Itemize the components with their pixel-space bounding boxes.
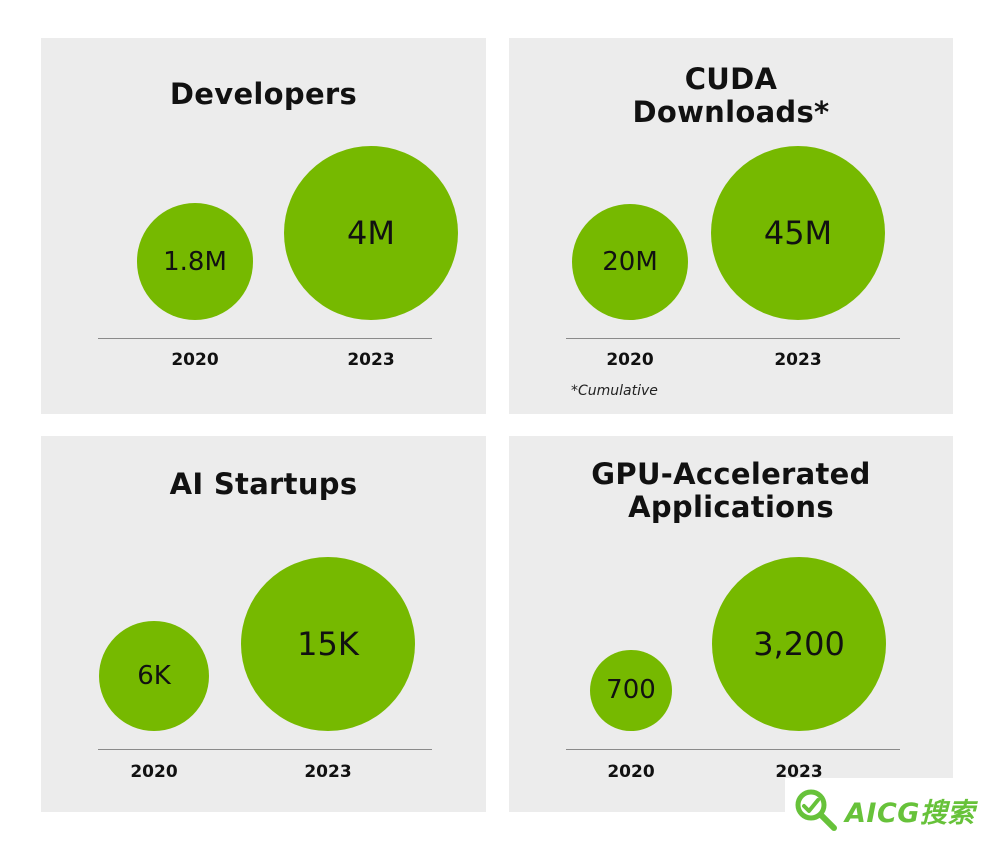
data-label: 45M [763, 214, 833, 252]
data-label: 20M [602, 247, 658, 277]
data-label: 4M [347, 214, 395, 252]
chart-title-line: Downloads* [632, 95, 830, 129]
year-label-2023: 2023 [347, 350, 395, 370]
year-label-2023: 2023 [775, 762, 823, 782]
bubble-2020: 20M [572, 204, 688, 320]
year-label-2020: 2020 [607, 762, 655, 782]
bubble-2023: 15K [241, 557, 415, 731]
chart-title-line: Applications [628, 490, 834, 524]
baseline [566, 338, 900, 339]
watermark-text: AICG搜索 [845, 797, 975, 829]
chart-panel-1: Developers 1.8M 4M 2020 2023 [41, 38, 486, 414]
data-label: 15K [297, 625, 359, 663]
chart-panel-2: CUDA Downloads* 20M 45M 2020 2023 *Cumulative [509, 38, 953, 414]
bubble-2023: 3,200 [712, 557, 886, 731]
baseline [566, 749, 900, 750]
data-label: 3,200 [753, 625, 845, 663]
data-label: 6K [137, 660, 171, 691]
bubble-2020: 1.8M [136, 203, 254, 320]
footnote: *Cumulative [571, 383, 658, 399]
chart-panel-4: GPU-Accelerated Applications 700 3,200 2020 2… [509, 436, 953, 812]
baseline [98, 749, 432, 750]
chart-title: CUDA Downloads* [509, 63, 953, 129]
chart-title: GPU-Accelerated Applications [509, 458, 953, 524]
year-label-2020: 2020 [130, 762, 178, 782]
chart-panel-3: AI Startups 6K 15K 2020 2023 [41, 436, 486, 812]
chart-title-line: CUDA [684, 62, 778, 96]
bubble-2020: 6K [98, 620, 210, 731]
year-label-2020: 2020 [171, 350, 219, 370]
chart-title-line: Developers [169, 77, 358, 111]
year-label-2023: 2023 [774, 350, 822, 370]
data-label: 1.8M [163, 246, 227, 277]
chart-title: Developers [41, 78, 486, 111]
chart-title: AI Startups [41, 468, 486, 501]
bubble-2023: 45M [711, 146, 885, 320]
watermark: AICG搜索 [785, 778, 985, 842]
magnifier-icon [795, 789, 837, 831]
year-label-2020: 2020 [606, 350, 654, 370]
baseline [98, 338, 432, 339]
year-label-2023: 2023 [304, 762, 352, 782]
chart-title-line: AI Startups [169, 467, 358, 501]
chart-title-line: GPU-Accelerated [591, 457, 871, 491]
bubble-2020: 700 [590, 649, 672, 731]
data-label: 700 [606, 675, 656, 706]
bubble-2023: 4M [284, 146, 458, 320]
